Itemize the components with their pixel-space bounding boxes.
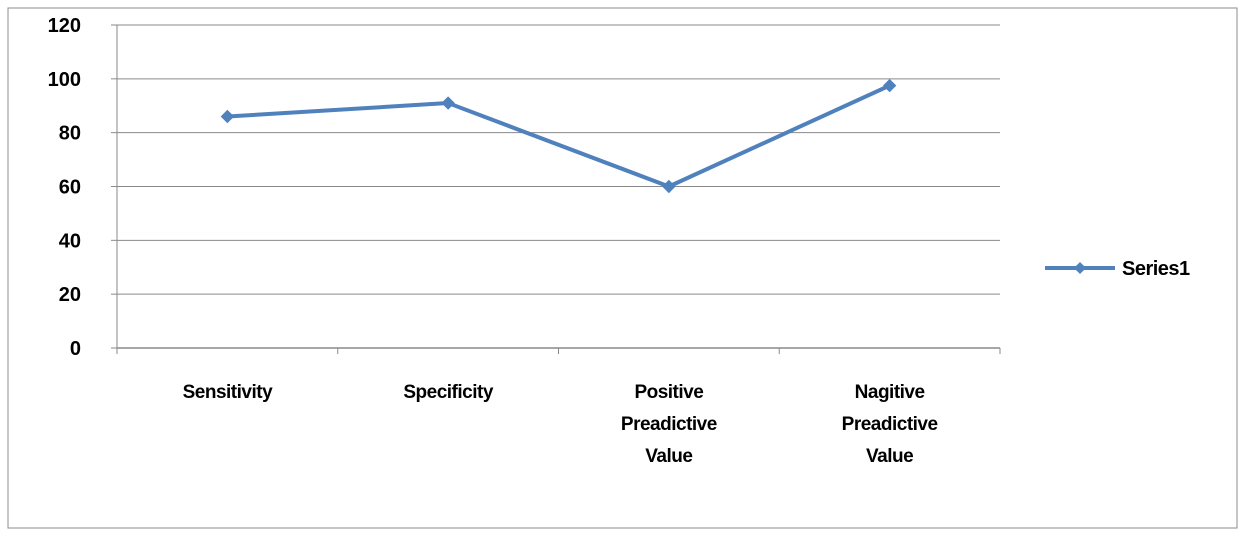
xtick-label-line: Preadictive — [842, 414, 938, 435]
ytick-label-100: 100 — [48, 69, 81, 91]
legend-label-series1: Series1 — [1122, 258, 1190, 280]
xtick-label-line: Value — [645, 446, 692, 467]
data-point-1 — [441, 96, 455, 110]
gridlines — [117, 24, 1000, 295]
data-point-3 — [882, 78, 897, 93]
xtick-label-line: Nagitive — [855, 382, 925, 403]
xtick-label-line: Sensitivity — [183, 382, 273, 403]
xtick-label-3: Nagitive Preadictive Value — [842, 382, 938, 467]
ytick-label-40: 40 — [59, 230, 81, 252]
ytick-label-0: 0 — [70, 338, 81, 360]
ytick-label-80: 80 — [59, 123, 81, 145]
legend: Series1 — [1045, 258, 1191, 280]
chart-border — [7, 7, 1238, 529]
series-line-Series1 — [227, 83, 891, 189]
xtick-label-0: Sensitivity — [183, 382, 273, 403]
data-point-2 — [662, 179, 676, 194]
xtick-label-line: Value — [866, 446, 913, 467]
axes — [111, 24, 1001, 354]
x-tick-labels: Sensitivity Specificity Positive Preadictiv… — [183, 382, 938, 467]
ytick-label-120: 120 — [48, 15, 81, 37]
ytick-label-60: 60 — [59, 177, 81, 199]
xtick-label-1: Specificity — [403, 382, 493, 403]
xtick-label-line: Specificity — [403, 382, 493, 403]
legend-marker — [1074, 262, 1086, 274]
y-tick-labels: 0 20 40 60 80 100 120 — [48, 15, 81, 360]
ytick-label-20: 20 — [59, 284, 81, 306]
xtick-label-2: Positive Preadictive Value — [621, 382, 717, 467]
data-point-0 — [220, 109, 235, 124]
xtick-label-line: Preadictive — [621, 414, 717, 435]
series-layer — [220, 78, 897, 194]
xtick-label-line: Positive — [634, 382, 703, 403]
